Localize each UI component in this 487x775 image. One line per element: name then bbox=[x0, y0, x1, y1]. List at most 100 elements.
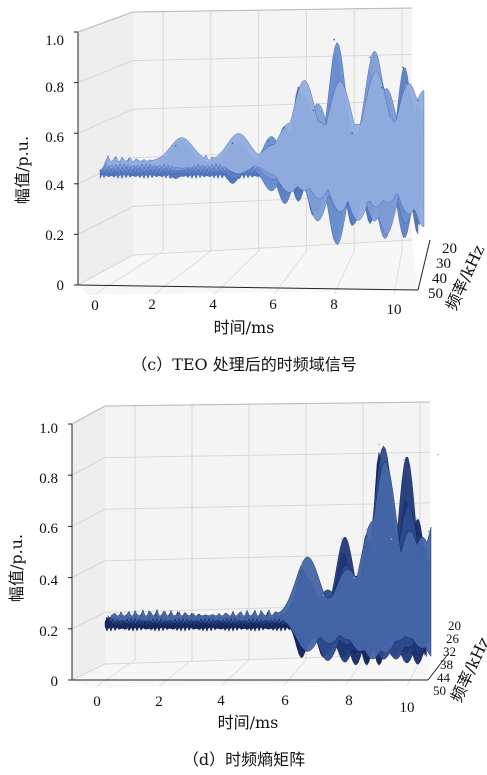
gridline bbox=[77, 53, 413, 84]
d-y-tick: 0.2 bbox=[39, 624, 58, 640]
c-y-tick: 1.0 bbox=[45, 33, 64, 49]
d-z-tick: 38 bbox=[440, 657, 453, 672]
peak-point bbox=[417, 99, 419, 102]
d-x-tick: 4 bbox=[217, 693, 225, 709]
d-y-tick: 0.6 bbox=[39, 521, 58, 537]
box-edge bbox=[104, 401, 431, 407]
peak-point bbox=[381, 86, 383, 89]
gridline bbox=[77, 239, 413, 286]
peak-point bbox=[312, 109, 315, 112]
c-x-axis-label: 时间/ms bbox=[214, 318, 275, 337]
d-x-tick: 10 bbox=[400, 700, 415, 716]
c-caption: （c）TEO 处理后的时频域信号 bbox=[131, 355, 357, 374]
d-x-axis-label: 时间/ms bbox=[218, 713, 279, 732]
gridline bbox=[94, 250, 164, 295]
gridline bbox=[96, 659, 136, 687]
c-y-axis-label: 幅值/p.u. bbox=[13, 136, 32, 204]
panel-c-x-ticks: 0 2 4 6 8 10 bbox=[91, 297, 401, 318]
d-y-tick: 0 bbox=[51, 674, 59, 690]
peak-point bbox=[282, 127, 285, 129]
d-x-tick: 6 bbox=[281, 693, 289, 709]
left-wall bbox=[72, 406, 105, 680]
c-x-tick: 10 bbox=[387, 302, 402, 318]
gridline bbox=[282, 659, 307, 687]
peak-point bbox=[390, 538, 393, 540]
gridline bbox=[71, 552, 431, 579]
c-y-tick: 0.2 bbox=[45, 228, 64, 244]
panel-d-x-ticks: 0 2 4 6 8 10 bbox=[93, 693, 414, 716]
peak-point bbox=[174, 145, 177, 147]
box-edge bbox=[132, 7, 413, 13]
z-axis-line bbox=[417, 239, 431, 291]
c-z-tick: 20 bbox=[442, 241, 457, 257]
gridline bbox=[406, 659, 421, 687]
peak-point bbox=[351, 132, 353, 134]
c-x-tick: 2 bbox=[148, 297, 156, 313]
d-z-tick: 32 bbox=[443, 644, 456, 659]
d-y-tick: 1.0 bbox=[39, 421, 58, 437]
peak-point bbox=[267, 140, 270, 142]
peak-point bbox=[365, 528, 368, 530]
peak-point bbox=[341, 538, 343, 540]
gridline bbox=[393, 250, 403, 295]
box-edge bbox=[77, 11, 134, 33]
peak-point bbox=[427, 530, 430, 533]
c-y-tick: 0.4 bbox=[45, 178, 64, 194]
d-z-tick: 44 bbox=[437, 670, 451, 685]
peak-point bbox=[402, 66, 404, 69]
panel-c-surface bbox=[99, 38, 425, 246]
d-x-tick: 2 bbox=[155, 694, 163, 710]
c-z-tick: 40 bbox=[432, 271, 447, 287]
c-x-tick: 4 bbox=[209, 297, 217, 313]
gridline bbox=[71, 502, 431, 527]
z-axis-line bbox=[427, 653, 449, 681]
peak-point bbox=[231, 142, 234, 145]
d-x-tick: 0 bbox=[93, 694, 101, 710]
peak-point bbox=[300, 564, 303, 566]
gridline bbox=[77, 100, 413, 134]
x-axis-line bbox=[77, 284, 419, 291]
peak-point bbox=[322, 594, 325, 597]
panel-d-y-ticks: 0 0.2 0.4 0.6 0.8 1.0 bbox=[39, 421, 58, 690]
peak-point bbox=[415, 517, 418, 520]
c-x-tick: 6 bbox=[269, 297, 277, 313]
d-caption: （d）时频熵矩阵 bbox=[183, 750, 305, 769]
box-edge bbox=[71, 405, 106, 425]
d-z-tick: 20 bbox=[448, 618, 461, 633]
surface-band bbox=[105, 71, 425, 228]
peak-point bbox=[353, 576, 356, 579]
gridline bbox=[158, 659, 193, 687]
gridline bbox=[154, 250, 212, 295]
d-x-tick: 8 bbox=[345, 693, 353, 709]
panel-d-surface bbox=[104, 443, 439, 666]
gridline bbox=[273, 250, 307, 295]
gridline bbox=[220, 659, 250, 687]
peak-point bbox=[378, 443, 380, 446]
c-z-tick: 30 bbox=[436, 256, 451, 272]
panel-d-surface-plot: 0 0.2 0.4 0.6 0.8 1.0 0 2 4 6 8 10 20 26… bbox=[7, 401, 487, 769]
c-x-tick: 8 bbox=[330, 297, 338, 313]
d-z-tick: 50 bbox=[433, 683, 446, 698]
c-y-tick: 0.6 bbox=[45, 130, 64, 146]
c-y-tick: 0.8 bbox=[45, 80, 64, 96]
gridline bbox=[71, 653, 431, 681]
surface-band bbox=[110, 461, 432, 660]
gridline bbox=[333, 250, 355, 295]
peak-point bbox=[297, 86, 300, 89]
c-z-tick: 50 bbox=[428, 286, 443, 302]
panel-d-z-ticks: 20 26 32 38 44 50 bbox=[433, 618, 461, 698]
d-y-tick: 0.8 bbox=[39, 471, 58, 487]
c-x-tick: 0 bbox=[91, 298, 99, 314]
gridline bbox=[344, 659, 364, 687]
peak-point bbox=[369, 56, 371, 59]
gridline bbox=[71, 451, 431, 476]
peak-point bbox=[437, 453, 439, 456]
panel-c-y-ticks: 0 0.2 0.4 0.6 0.8 1.0 bbox=[45, 33, 64, 294]
panel-c-z-ticks: 20 30 40 50 bbox=[428, 241, 457, 302]
d-y-axis-label: 幅值/p.u. bbox=[7, 534, 26, 602]
peak-point bbox=[333, 38, 336, 41]
peak-point bbox=[403, 459, 405, 461]
panel-c-surface-plot: 0 0.2 0.4 0.6 0.8 1.0 0 2 4 6 8 10 20 30… bbox=[13, 7, 487, 374]
c-y-tick: 0 bbox=[57, 278, 65, 294]
